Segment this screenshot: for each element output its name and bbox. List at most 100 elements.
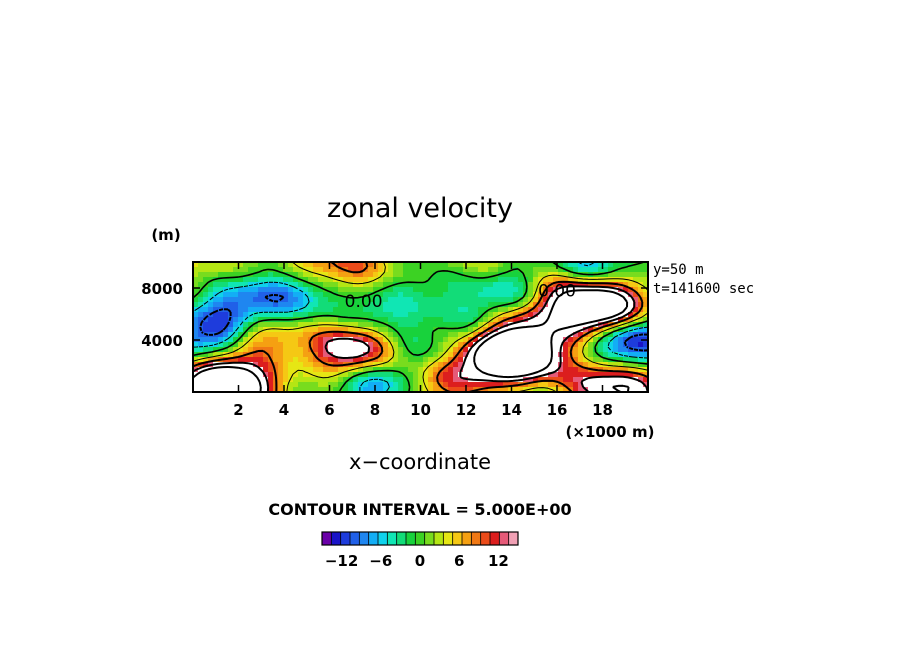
field-cell xyxy=(588,382,594,388)
field-cell xyxy=(633,387,639,392)
field-cell xyxy=(568,357,574,363)
field-cell xyxy=(238,307,244,313)
field-cell xyxy=(428,372,434,378)
field-cell xyxy=(323,372,329,378)
field-cell xyxy=(618,307,624,313)
field-cell xyxy=(488,347,494,353)
field-cell xyxy=(203,372,209,378)
field-cell xyxy=(193,272,199,278)
field-cell xyxy=(498,337,504,343)
field-cell xyxy=(413,282,419,288)
field-cell xyxy=(213,272,219,278)
field-cell xyxy=(353,292,359,298)
field-cell xyxy=(468,372,474,378)
field-cell xyxy=(388,352,394,358)
field-cell xyxy=(248,367,254,373)
field-cell xyxy=(508,297,514,303)
field-cell xyxy=(643,322,648,328)
field-cell xyxy=(568,292,574,298)
field-cell xyxy=(448,387,454,392)
field-cell xyxy=(483,287,489,293)
field-cell xyxy=(243,327,249,333)
field-cell xyxy=(208,287,214,293)
field-cell xyxy=(308,267,314,273)
field-cell xyxy=(533,367,539,373)
field-cell xyxy=(303,302,309,308)
field-cell xyxy=(583,327,589,333)
field-cell xyxy=(603,272,609,278)
field-cell xyxy=(293,337,299,343)
field-cell xyxy=(388,362,394,368)
field-cell xyxy=(258,307,264,313)
field-cell xyxy=(363,297,369,303)
field-cell xyxy=(608,287,614,293)
field-cell xyxy=(438,272,444,278)
field-cell xyxy=(443,292,449,298)
field-cell xyxy=(238,367,244,373)
field-cell xyxy=(508,382,514,388)
field-cell xyxy=(618,362,624,368)
field-cell xyxy=(483,317,489,323)
field-cell xyxy=(613,382,619,388)
field-cell xyxy=(603,342,609,348)
field-cell xyxy=(208,367,214,373)
field-cell xyxy=(253,322,259,328)
field-cell xyxy=(343,332,349,338)
field-cell xyxy=(283,302,289,308)
field-cell xyxy=(343,347,349,353)
field-cell xyxy=(383,307,389,313)
field-cell xyxy=(388,287,394,293)
field-cell xyxy=(418,382,424,388)
field-cell xyxy=(358,387,364,392)
field-cell xyxy=(493,342,499,348)
field-cell xyxy=(453,367,459,373)
field-cell xyxy=(398,347,404,353)
field-cell xyxy=(218,312,224,318)
field-cell xyxy=(318,282,324,288)
field-cell xyxy=(228,302,234,308)
field-cell xyxy=(233,277,239,283)
field-cell xyxy=(628,317,634,323)
field-cell xyxy=(228,367,234,373)
field-cell xyxy=(618,267,624,273)
field-cell xyxy=(283,362,289,368)
colorbar-tick-label: −6 xyxy=(369,552,392,570)
field-cell xyxy=(243,277,249,283)
field-cell xyxy=(373,347,379,353)
field-cell xyxy=(428,317,434,323)
field-cell xyxy=(348,357,354,363)
field-cell xyxy=(613,287,619,293)
field-cell xyxy=(413,322,419,328)
field-cell xyxy=(598,332,604,338)
field-cell xyxy=(473,327,479,333)
field-cell xyxy=(368,282,374,288)
field-cell xyxy=(498,302,504,308)
field-cell xyxy=(348,327,354,333)
contour-line xyxy=(193,289,630,392)
field-cell xyxy=(528,347,534,353)
field-cell xyxy=(403,292,409,298)
field-cell xyxy=(498,342,504,348)
field-cell xyxy=(468,367,474,373)
field-cell xyxy=(248,322,254,328)
field-cell xyxy=(353,282,359,288)
field-cell xyxy=(528,332,534,338)
field-cell xyxy=(198,387,204,392)
field-cell xyxy=(233,287,239,293)
field-cell xyxy=(598,377,604,383)
field-cell xyxy=(523,327,529,333)
field-cell xyxy=(493,312,499,318)
field-cell xyxy=(523,292,529,298)
field-cell xyxy=(573,377,579,383)
field-cell xyxy=(328,297,334,303)
field-cell xyxy=(318,317,324,323)
field-cell xyxy=(643,362,648,368)
field-cell xyxy=(353,267,359,273)
field-cell xyxy=(583,367,589,373)
field-cell xyxy=(603,262,609,268)
field-cell xyxy=(423,382,429,388)
field-cell xyxy=(388,322,394,328)
field-cell xyxy=(423,282,429,288)
field-cell xyxy=(393,302,399,308)
field-cell xyxy=(478,277,484,283)
